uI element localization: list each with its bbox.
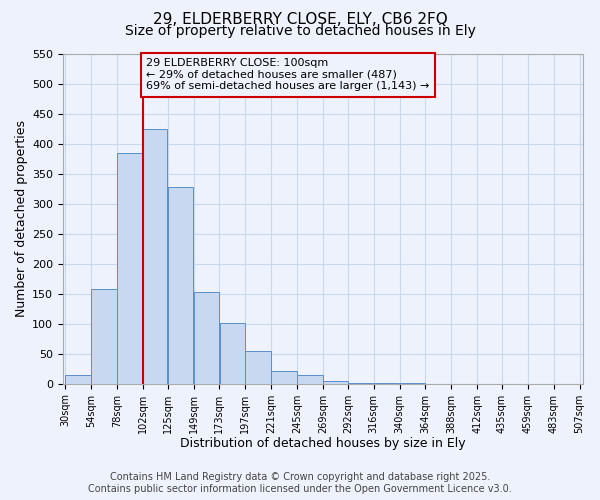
Bar [245, 351, 271, 384]
Text: 29 ELDERBERRY CLOSE: 100sqm
← 29% of detached houses are smaller (487)
69% of se: 29 ELDERBERRY CLOSE: 100sqm ← 29% of det… [146, 58, 430, 92]
Bar [91, 289, 117, 384]
Bar [400, 383, 425, 384]
Bar [220, 322, 245, 384]
Bar [271, 370, 297, 384]
Bar [168, 187, 193, 384]
Bar [117, 153, 143, 384]
Bar [143, 129, 167, 384]
Bar [297, 374, 323, 384]
Bar [348, 382, 373, 384]
Bar [194, 292, 219, 384]
Text: Contains HM Land Registry data © Crown copyright and database right 2025.
Contai: Contains HM Land Registry data © Crown c… [88, 472, 512, 494]
X-axis label: Distribution of detached houses by size in Ely: Distribution of detached houses by size … [180, 437, 466, 450]
Bar [374, 383, 400, 384]
Y-axis label: Number of detached properties: Number of detached properties [15, 120, 28, 318]
Text: Size of property relative to detached houses in Ely: Size of property relative to detached ho… [125, 24, 475, 38]
Text: 29, ELDERBERRY CLOSE, ELY, CB6 2FQ: 29, ELDERBERRY CLOSE, ELY, CB6 2FQ [152, 12, 448, 28]
Bar [65, 374, 91, 384]
Bar [323, 380, 347, 384]
